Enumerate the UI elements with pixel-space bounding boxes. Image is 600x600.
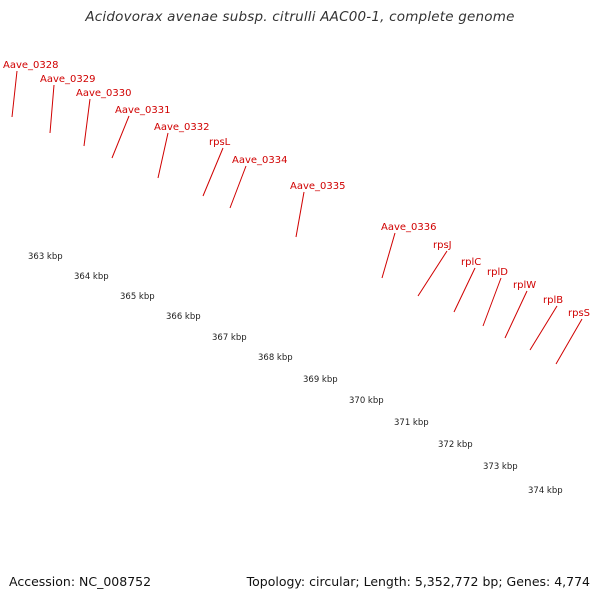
gene-label: rplW	[513, 280, 536, 291]
scale-label: 369 kbp	[303, 375, 338, 385]
label-leader-line	[157, 132, 169, 179]
label-leader-line	[11, 70, 18, 118]
scale-label: 364 kbp	[74, 272, 109, 282]
label-leader-line	[49, 84, 55, 134]
gene-label: Aave_0332	[154, 122, 210, 133]
label-leader-line	[295, 191, 305, 238]
gene-label: Aave_0334	[232, 155, 288, 166]
gene-label: Aave_0329	[40, 74, 96, 85]
label-leader-line	[555, 318, 583, 365]
scale-label: 367 kbp	[212, 333, 247, 343]
label-leader-line	[529, 305, 558, 351]
scale-label: 365 kbp	[120, 292, 155, 302]
scale-label: 366 kbp	[166, 312, 201, 322]
label-leader-line	[111, 115, 130, 159]
gene-labels: Aave_0328 Aave_0329 Aave_0330 Aave_0331 Aave…	[3, 60, 590, 319]
scale-label: 372 kbp	[438, 440, 473, 450]
gene-label: rpsS	[568, 308, 590, 319]
scale-label: 363 kbp	[28, 252, 63, 262]
map-title: Acidovorax avenae subsp. citrulli AAC00-…	[85, 9, 515, 25]
gene-label: rplD	[487, 267, 508, 278]
gene-label: Aave_0330	[76, 88, 132, 99]
label-leader-line	[504, 290, 528, 339]
gene-label: Aave_0336	[381, 222, 437, 233]
topology-text: Topology: circular; Length: 5,352,772 bp…	[246, 574, 590, 589]
gene-label: rplB	[543, 295, 563, 306]
scale-label: 368 kbp	[258, 353, 293, 363]
gene-label: rpsL	[209, 137, 231, 148]
scale-label: 373 kbp	[483, 462, 518, 472]
label-leader-line	[417, 250, 448, 297]
scale-label: 371 kbp	[394, 418, 429, 428]
label-leader-line	[202, 147, 224, 197]
label-leader-lines	[11, 70, 583, 365]
gene-label: rplC	[461, 257, 481, 268]
label-leader-line	[453, 267, 476, 313]
accession-text: Accession: NC_008752	[9, 574, 152, 589]
label-leader-line	[381, 232, 396, 279]
gene-label: Aave_0328	[3, 60, 59, 71]
label-leader-line	[482, 277, 502, 327]
gene-label: Aave_0335	[290, 181, 346, 192]
scale-label: 374 kbp	[528, 486, 563, 496]
gene-label: rpsJ	[433, 240, 452, 251]
gene-label: Aave_0331	[115, 105, 171, 116]
label-leader-line	[83, 98, 91, 147]
scale-labels: 363 kbp 364 kbp 365 kbp 366 kbp 367 kbp 368 k…	[28, 252, 563, 496]
scale-label: 370 kbp	[349, 396, 384, 406]
label-leader-line	[229, 165, 247, 209]
